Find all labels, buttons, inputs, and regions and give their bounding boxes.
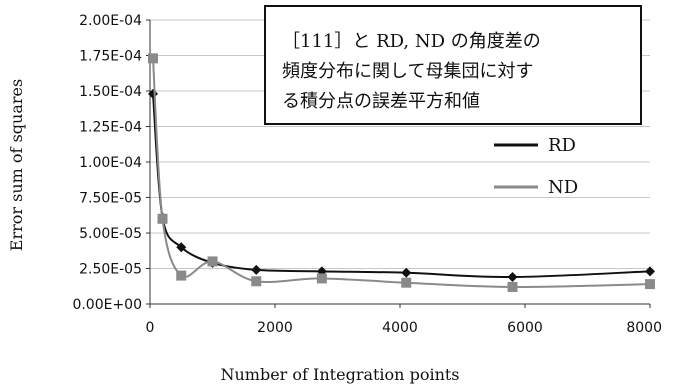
x-tick-label: 4000	[382, 320, 418, 336]
x-tick-label: 8000	[626, 320, 662, 336]
annotation-frame	[264, 5, 642, 125]
x-tick-label: 0	[146, 320, 155, 336]
annotation-line-2: 頻度分布に関して母集団に対す	[282, 61, 533, 82]
data-point-nd	[251, 276, 262, 287]
x-tick-labels: 0 2000 4000 6000 8000	[146, 304, 662, 336]
data-point-rd	[401, 267, 412, 278]
y-tick-label: 0.00E+00	[72, 297, 142, 313]
data-point-nd	[645, 279, 655, 290]
data-point-rd	[645, 266, 655, 277]
data-point-nd	[507, 281, 518, 292]
series-group	[148, 53, 655, 292]
legend-rd-label: RD	[548, 135, 576, 156]
annotation-box: ［111］と RD, ND の角度差の 頻度分布に関して母集団に対す る積分点の…	[264, 5, 642, 125]
data-point-nd	[157, 213, 168, 224]
annotation-line-1: ［111］と RD, ND の角度差の	[282, 31, 541, 52]
data-point-nd	[207, 256, 218, 267]
data-point-nd	[176, 270, 187, 281]
y-tick-label: 1.00E-04	[79, 155, 142, 171]
y-tick-label: 2.50E-05	[79, 262, 142, 278]
y-tick-labels: 0.00E+00 2.50E-05 5.00E-05 7.50E-05 1.00E-04…	[72, 13, 150, 313]
data-point-rd	[507, 272, 518, 283]
series-nd	[148, 53, 655, 292]
y-tick-label: 1.50E-04	[79, 84, 142, 100]
y-tick-label: 7.50E-05	[79, 191, 142, 207]
data-point-nd	[316, 273, 327, 284]
x-tick-label: 6000	[507, 320, 543, 336]
legend-nd-label: ND	[548, 177, 578, 198]
x-tick-label: 2000	[257, 320, 293, 336]
y-axis-title: Error sum of squares	[7, 79, 26, 251]
data-point-rd	[176, 242, 187, 253]
y-tick-label: 1.25E-04	[79, 120, 142, 136]
data-point-nd	[401, 277, 412, 288]
annotation-line-3: る積分点の誤差平方和値	[282, 91, 480, 112]
y-tick-label: 1.75E-04	[79, 49, 142, 65]
legend: RD ND	[494, 135, 578, 198]
y-tick-label: 5.00E-05	[79, 226, 142, 242]
data-point-nd	[148, 53, 158, 64]
x-axis-title: Number of Integration points	[220, 365, 459, 384]
y-tick-label: 2.00E-04	[79, 13, 142, 29]
data-point-rd	[251, 264, 262, 275]
